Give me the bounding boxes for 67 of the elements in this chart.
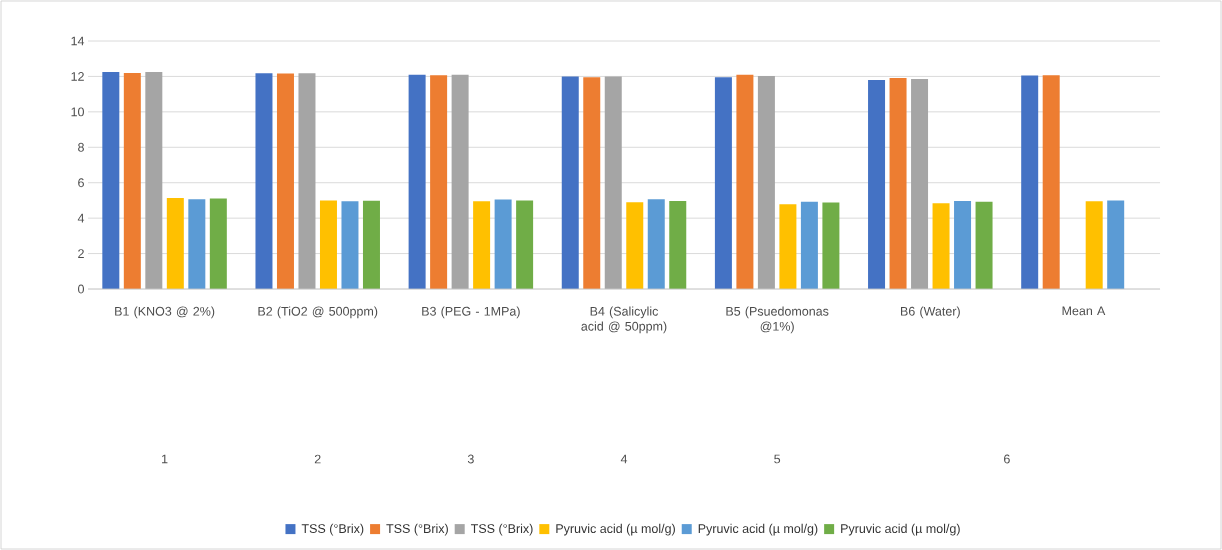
bar	[822, 202, 840, 289]
x-tick-label: B4 (Salicylic acid @ 50ppm)	[581, 306, 667, 334]
bar	[561, 76, 579, 289]
bar	[145, 72, 163, 289]
bar	[779, 204, 797, 289]
bar	[1042, 75, 1060, 289]
bar	[362, 200, 380, 289]
bar	[800, 201, 818, 289]
bar	[757, 76, 775, 289]
text: 1	[162, 454, 168, 464]
bar	[889, 78, 907, 289]
legend-label: TSS (°Brix)	[386, 523, 448, 536]
bar	[473, 201, 491, 289]
bar	[714, 77, 732, 289]
bar	[604, 76, 622, 289]
legend-label: Pyruvic acid (µ mol/g)	[698, 523, 818, 536]
bar	[102, 72, 120, 289]
text: 6	[1004, 454, 1010, 464]
bar	[647, 199, 665, 289]
bar	[188, 199, 206, 289]
bar	[975, 201, 993, 289]
y-tick-label: 12	[71, 72, 84, 81]
text: 4	[620, 454, 628, 464]
bar	[451, 74, 469, 289]
bar	[669, 200, 687, 289]
bar	[494, 199, 512, 289]
bar	[123, 72, 141, 289]
bar	[255, 73, 273, 289]
x-tick-label: B3 (PEG - 1MPa)	[422, 306, 520, 319]
bar	[1107, 200, 1125, 289]
bar	[209, 198, 227, 289]
bar	[868, 79, 886, 289]
legend-label: Pyruvic acid (µ mol/g)	[556, 523, 675, 536]
legend-label: TSS (°Brix)	[470, 523, 533, 536]
bar	[408, 74, 426, 289]
legend-label: TSS (°Brix)	[301, 523, 364, 536]
y-tick-label: 8	[78, 142, 84, 152]
y-tick-label: 14	[71, 36, 85, 46]
bar	[319, 200, 337, 289]
bar	[341, 201, 359, 289]
x-tick-label: B2 (TiO2 @ 500ppm)	[258, 306, 378, 319]
y-tick-label: 2	[78, 249, 84, 258]
bar	[1021, 75, 1039, 289]
bar	[736, 74, 754, 289]
bar	[276, 73, 294, 289]
bar	[911, 78, 929, 289]
x-tick-label: B1 (KNO3 @ 2%)	[115, 306, 215, 319]
legend-label: Pyruvic acid (µ mol/g)	[841, 523, 960, 536]
bar	[430, 75, 448, 289]
bar	[932, 203, 950, 289]
x-tick-label: B5 (Psuedomonas @1%)	[726, 306, 829, 334]
x-tick-label: B6 (Water)	[901, 306, 960, 319]
bar	[1085, 201, 1103, 289]
bar	[626, 202, 644, 289]
y-tick-label: 10	[71, 107, 84, 117]
bar	[298, 73, 316, 289]
bar	[516, 200, 534, 289]
y-tick-label: 4	[77, 213, 85, 223]
text: 3	[467, 454, 474, 464]
text: 2	[314, 454, 321, 464]
bar	[954, 200, 972, 289]
bar	[166, 197, 184, 289]
x-tick-label: Mean A	[1062, 306, 1106, 316]
text: 5	[774, 454, 781, 464]
bar	[583, 77, 601, 289]
y-tick-label: 6	[78, 178, 84, 188]
y-tick-label: 0	[78, 284, 84, 294]
